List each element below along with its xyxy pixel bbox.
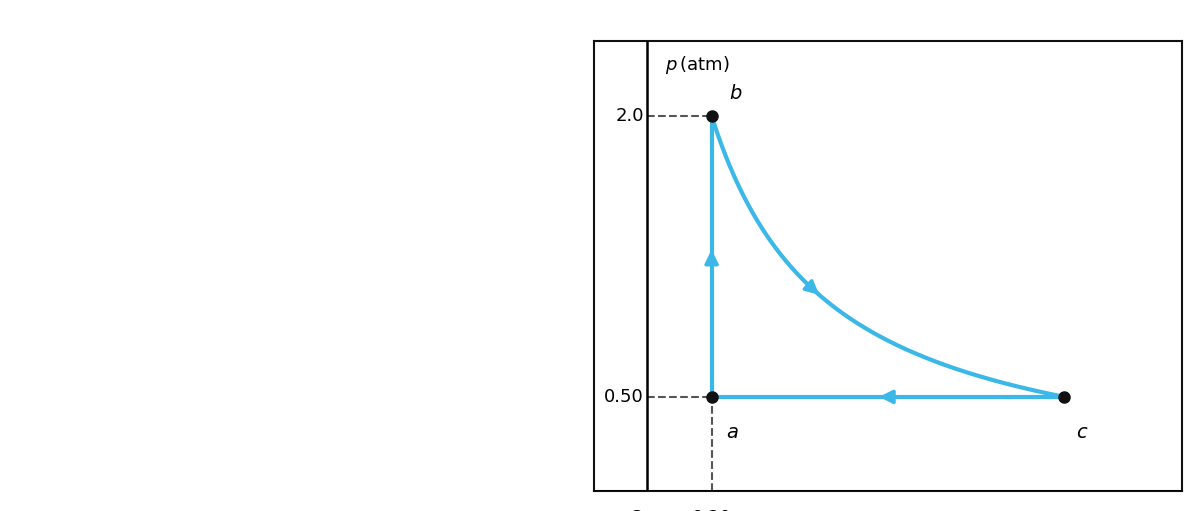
Text: 0.50: 0.50 (605, 388, 644, 406)
Text: $a$: $a$ (726, 423, 739, 442)
Text: 2.0: 2.0 (616, 107, 644, 125)
Text: $O$: $O$ (628, 509, 644, 511)
Text: 0.20: 0.20 (691, 509, 732, 511)
Text: $b$: $b$ (730, 84, 743, 103)
Text: $p$$\,$(atm): $p$$\,$(atm) (665, 54, 730, 76)
Text: $V$(L): $V$(L) (1140, 509, 1176, 511)
Text: $c$: $c$ (1076, 423, 1088, 442)
